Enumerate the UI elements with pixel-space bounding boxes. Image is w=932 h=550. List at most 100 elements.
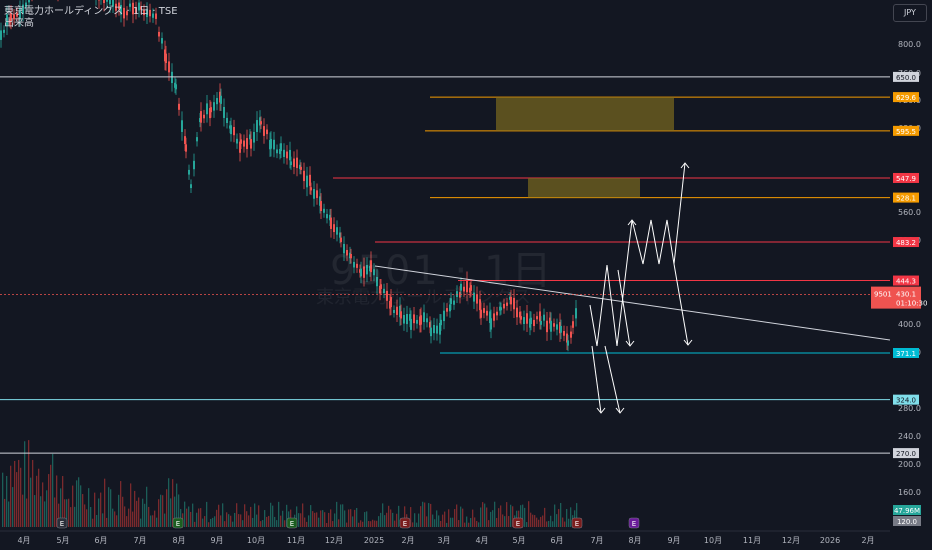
volume-bar [134, 490, 136, 527]
volume-bar [164, 513, 166, 527]
candle-body [263, 126, 265, 136]
candle-body [138, 2, 140, 11]
candle-body [516, 307, 518, 318]
volume-last-tag [893, 505, 921, 515]
candle-body [483, 308, 485, 313]
volume-bar [344, 510, 346, 527]
volume-bar [346, 522, 348, 527]
volume-bar [174, 496, 176, 527]
volume-bar [440, 520, 442, 527]
price-level-label: 528.1 [896, 195, 916, 203]
candle-body [313, 188, 315, 199]
candle-body [566, 333, 568, 343]
volume-bar [548, 520, 550, 527]
candle-body [575, 308, 577, 319]
volume-bar [162, 495, 164, 527]
candle-body [423, 312, 425, 322]
candle-body [22, 4, 24, 14]
volume-bar [322, 510, 324, 527]
volume-bar [388, 505, 390, 527]
volume-axis-tag [893, 516, 921, 526]
volume-bar [376, 520, 378, 527]
volume-bar [428, 503, 430, 527]
candle-body [339, 232, 341, 238]
volume-bar [432, 514, 434, 527]
candle-body [226, 117, 228, 123]
volume-bar [348, 509, 350, 527]
volume-bar [338, 519, 340, 527]
volume-bar [258, 505, 260, 527]
candle-body [353, 261, 355, 268]
volume-bar [6, 475, 8, 527]
candle-body [439, 322, 441, 335]
volume-bar [50, 464, 52, 527]
candle-body [168, 61, 170, 73]
candle-body [526, 313, 528, 324]
volume-bar [500, 505, 502, 527]
volume-bar [238, 514, 240, 527]
event-marker-icon [571, 517, 583, 529]
volume-bar [122, 496, 124, 527]
volume-indicator-label[interactable]: 出来高 [4, 18, 34, 29]
volume-bar [522, 504, 524, 527]
candle-body [233, 126, 235, 136]
x-tick-label: 9月 [210, 536, 223, 545]
candle-body [343, 243, 345, 254]
volume-bar [420, 506, 422, 527]
candle-body [266, 129, 268, 135]
volume-bar [324, 512, 326, 527]
candle-body [386, 290, 388, 301]
symbol-title[interactable]: 東京電力ホールディングス · 1日 · TSE [4, 6, 178, 17]
x-tick-label: 8月 [628, 536, 641, 545]
volume-bar [46, 490, 48, 527]
y-tick-label: 800.0 [898, 40, 921, 49]
candle-body [400, 311, 402, 319]
x-tick-label: 10月 [247, 536, 265, 545]
volume-bar [332, 521, 334, 527]
volume-bar [418, 513, 420, 527]
volume-bar [172, 479, 174, 527]
volume-bar [104, 478, 106, 527]
candle-body [390, 297, 392, 308]
currency-button[interactable]: JPY [893, 4, 927, 22]
volume-bar [10, 465, 12, 527]
volume-bar [354, 509, 356, 527]
candle-body [129, 3, 131, 7]
volume-bar [398, 505, 400, 527]
candle-body [206, 103, 208, 115]
volume-bar [200, 508, 202, 527]
volume-bar [2, 472, 4, 527]
watermark-symbol: 9501 · 1日 [330, 248, 554, 294]
candle-body [373, 269, 375, 276]
x-tick-label: 3月 [437, 536, 450, 545]
candle-body [463, 286, 465, 292]
volume-bar [456, 504, 458, 527]
candle-body [506, 302, 508, 306]
volume-bar [520, 505, 522, 527]
volume-bar [236, 503, 238, 527]
candle-body [152, 13, 154, 18]
candle-body [510, 296, 512, 305]
volume-bar [70, 507, 72, 527]
volume-bar [448, 509, 450, 527]
volume-bar [310, 505, 312, 527]
volume-bar [330, 509, 332, 527]
x-tick-label: 5月 [56, 536, 69, 545]
x-tick-label: 2025 [364, 536, 384, 545]
volume-bar [54, 497, 56, 527]
volume-bar [276, 520, 278, 527]
candle-body [296, 157, 298, 169]
price-level-tag [893, 237, 919, 248]
price-level-label: 547.9 [896, 175, 916, 183]
volume-bar [12, 487, 14, 527]
volume-bar [576, 503, 578, 527]
volume-bar [452, 517, 454, 527]
candle-body [553, 323, 555, 327]
volume-bar [334, 513, 336, 527]
x-tick-label: 10月 [704, 536, 722, 545]
candle-body [270, 138, 272, 149]
candle-body [143, 9, 145, 16]
volume-bar [270, 502, 272, 527]
volume-bar [480, 507, 482, 527]
